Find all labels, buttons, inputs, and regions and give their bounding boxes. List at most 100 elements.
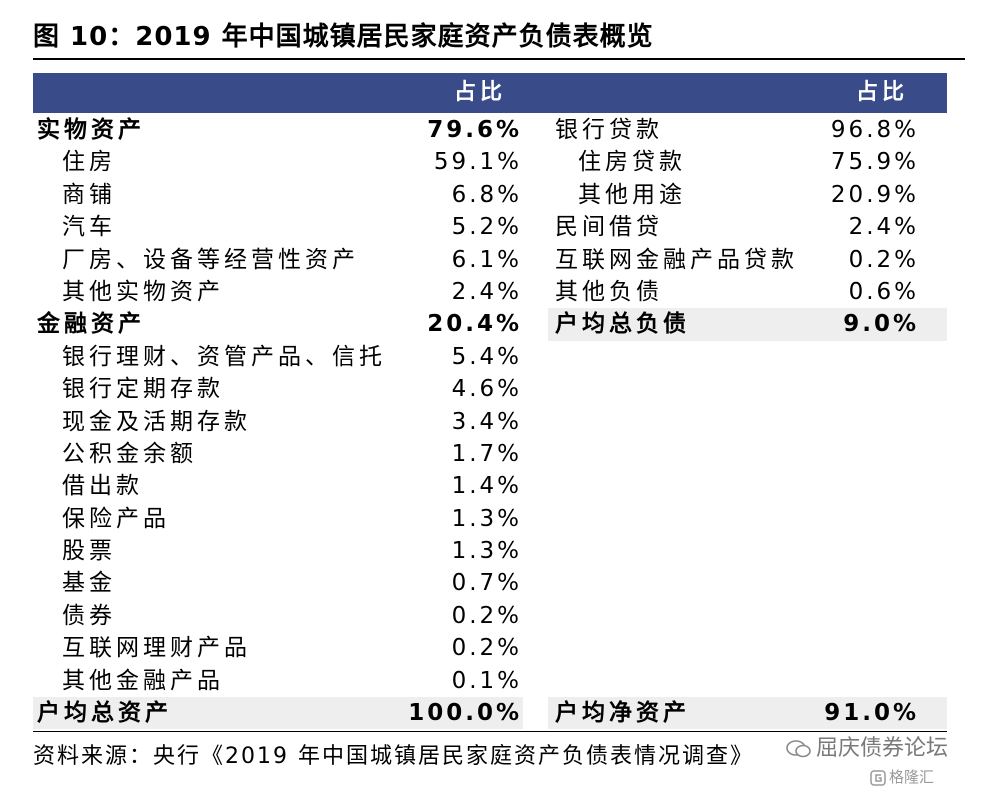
table-row: 金融资产 20.4%: [0, 308, 994, 340]
spacer-row: [0, 503, 994, 535]
row-value: 20.4%: [427, 311, 522, 338]
table-row: 借出款 1.4%: [0, 470, 994, 502]
table-row: 互联网金融产品贷款 0.2%: [0, 244, 994, 276]
row-label: 其他金融产品: [62, 667, 224, 694]
row-label: 债券: [62, 602, 116, 629]
table-row: 其他金融产品 0.1%: [0, 665, 994, 697]
wechat-icon: [786, 740, 811, 758]
row-value: 91.0%: [824, 700, 919, 727]
table-row: 股票 1.3%: [0, 535, 994, 567]
row-label: 厂房、设备等经营性资产: [62, 246, 359, 273]
gelonghui-logo-icon: [870, 769, 886, 786]
row-value: 1.4%: [451, 473, 522, 500]
row-value: 9.0%: [843, 311, 919, 338]
spacer-row: [0, 600, 994, 632]
table-row: 住房贷款 75.9%: [0, 146, 994, 178]
row-label: 基金: [62, 570, 116, 597]
row-value: 100.0%: [408, 700, 522, 727]
row-value: 0.1%: [451, 667, 522, 694]
row-label: 公积金余额: [62, 440, 197, 467]
row-label: 金融资产: [37, 311, 145, 338]
source-note: 资料来源：央行《2019 年中国城镇居民家庭资产负债表情况调查》: [33, 744, 754, 769]
row-label: 户均净资产: [555, 700, 690, 727]
row-label: 汽车: [62, 214, 116, 241]
table-row: 其他用途 20.9%: [0, 179, 994, 211]
row-value: 59.1%: [433, 149, 522, 176]
watermark-text: 屈庆债券论坛: [816, 736, 949, 761]
table-row: 银行贷款 96.8%: [0, 114, 994, 146]
table-row: 民间借贷 2.4%: [0, 211, 994, 243]
row-value: 4.6%: [451, 376, 522, 403]
spacer-row: [0, 567, 994, 599]
header-share-right: 占比: [856, 80, 909, 105]
title-divider: [33, 58, 965, 60]
table-row: 厂房、设备等经营性资产 6.1%: [0, 244, 994, 276]
table-row: 债券 0.2%: [0, 600, 994, 632]
row-value: 0.7%: [451, 570, 522, 597]
row-label: 保险产品: [62, 505, 170, 532]
table-header-bar: [33, 73, 947, 113]
row-value: 1.3%: [451, 505, 522, 532]
row-value: 0.2%: [451, 602, 522, 629]
watermark-text-2: 格隆汇: [889, 768, 935, 786]
row-label: 借出款: [62, 473, 143, 500]
row-label: 互联网理财产品: [62, 635, 251, 662]
row-label: 民间借贷: [555, 214, 663, 241]
watermark-gelonghui: 格隆汇: [870, 766, 934, 788]
row-label: 户均总负债: [555, 311, 690, 338]
row-value: 2.4%: [451, 278, 522, 305]
table-row: 银行定期存款 4.6%: [0, 373, 994, 405]
table-row: 商铺 6.8%: [0, 179, 994, 211]
row-value: 2.4%: [848, 214, 919, 241]
row-label: 现金及活期存款: [62, 408, 251, 435]
spacer-row: [0, 406, 994, 438]
row-label: 实物资产: [37, 117, 145, 143]
row-label: 其他实物资产: [62, 278, 224, 305]
row-label: 商铺: [62, 181, 116, 208]
figure-title: 图 10：2019 年中国城镇居民家庭资产负债表概览: [33, 22, 654, 52]
watermark-wechat: 屈庆债券论坛: [786, 735, 948, 763]
table-row: 现金及活期存款 3.4%: [0, 406, 994, 438]
table-row: 公积金余额 1.7%: [0, 438, 994, 470]
row-label: 银行贷款: [555, 117, 663, 143]
table-row: 住房 59.1%: [0, 146, 994, 178]
row-label: 住房贷款: [578, 149, 686, 176]
row-value: 0.6%: [848, 278, 919, 305]
table-row: 其他负债 0.6%: [0, 276, 994, 308]
table-row: 互联网理财产品 0.2%: [0, 632, 994, 664]
header-share-left: 占比: [454, 80, 507, 105]
net-assets-row: 户均净资产 91.0%: [0, 697, 994, 730]
spacer-row: [0, 665, 994, 697]
table-row: 银行理财、资管产品、信托 5.4%: [0, 341, 994, 373]
row-label: 银行理财、资管产品、信托: [62, 343, 386, 370]
row-label: 住房: [62, 149, 116, 176]
spacer-row: [0, 535, 994, 567]
row-label: 户均总资产: [37, 700, 172, 727]
row-value: 1.7%: [451, 440, 522, 467]
row-value: 20.9%: [830, 181, 919, 208]
row-value: 75.9%: [830, 149, 919, 176]
table-row: 户均总资产 100.0%: [0, 697, 994, 730]
liabilities-table: 银行贷款 96.8% 住房贷款 75.9% 其他用途 20.9% 民间借贷 2.4% 互联网金融…: [0, 114, 994, 730]
row-value: 96.8%: [830, 117, 919, 143]
row-value: 6.1%: [451, 246, 522, 273]
row-label: 银行定期存款: [62, 376, 224, 403]
table-row: 汽车 5.2%: [0, 211, 994, 243]
row-value: 5.4%: [451, 343, 522, 370]
spacer-row: [0, 341, 994, 373]
row-value: 6.8%: [451, 181, 522, 208]
row-label: 互联网金融产品贷款: [555, 246, 798, 273]
spacer-row: [0, 632, 994, 664]
assets-table: 实物资产 79.6% 住房 59.1% 商铺 6.8% 汽车 5.2% 厂房、设备等经营性资产 6…: [0, 114, 994, 730]
row-value: 0.2%: [451, 635, 522, 662]
row-label: 股票: [62, 538, 116, 565]
spacer-row: [0, 438, 994, 470]
row-label: 其他负债: [555, 278, 663, 305]
row-value: 0.2%: [848, 246, 919, 273]
row-value: 79.6%: [427, 117, 522, 143]
row-value: 5.2%: [451, 214, 522, 241]
table-row: 基金 0.7%: [0, 567, 994, 599]
table-row: 户均总负债 9.0%: [0, 308, 994, 342]
spacer-row: [0, 373, 994, 405]
table-row: 实物资产 79.6%: [0, 114, 994, 146]
